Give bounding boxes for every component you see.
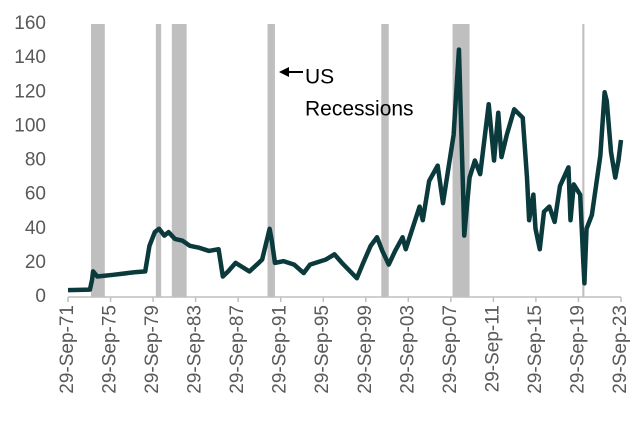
x-tick-label: 29-Sep-87 — [227, 305, 248, 394]
y-tick-label: 60 — [25, 184, 46, 205]
y-tick-label: 120 — [14, 81, 46, 102]
recession-band — [267, 24, 275, 297]
recession-band — [171, 24, 187, 297]
x-tick-label: 29-Sep-79 — [142, 305, 163, 394]
y-tick-label: 100 — [14, 115, 46, 136]
x-tick-label: 29-Sep-11 — [482, 305, 503, 392]
x-tick-label: 29-Sep-91 — [270, 305, 291, 394]
recession-band — [155, 24, 162, 297]
x-tick-label: 29-Sep-19 — [567, 305, 588, 394]
price-line — [67, 47, 624, 293]
recession-band — [381, 24, 389, 297]
x-tick-label: 29-Sep-95 — [312, 305, 333, 394]
annotation: US — [305, 66, 334, 89]
x-tick-label: 29-Sep-03 — [397, 305, 418, 394]
x-tick-label: 29-Sep-83 — [185, 305, 206, 394]
y-tick-label: 160 — [14, 13, 46, 34]
annotation-arrowhead — [279, 67, 289, 77]
y-tick-label: 20 — [25, 252, 46, 273]
annotation: Recessions — [305, 98, 414, 121]
y-tick-label: 0 — [35, 286, 46, 307]
x-tick-label: 29-Sep-23 — [610, 305, 631, 394]
y-tick-label: 140 — [14, 47, 46, 68]
x-tick-label: 29-Sep-75 — [100, 305, 121, 394]
y-tick-label: 80 — [25, 150, 46, 171]
recession-band — [582, 24, 585, 297]
x-tick-label: 29-Sep-99 — [355, 305, 376, 394]
y-tick-label: 40 — [25, 218, 46, 239]
x-tick-label: 29-Sep-07 — [440, 305, 461, 394]
x-tick-label: 29-Sep-71 — [57, 305, 78, 394]
recession-band — [90, 24, 105, 297]
x-tick-label: 29-Sep-15 — [525, 305, 546, 394]
